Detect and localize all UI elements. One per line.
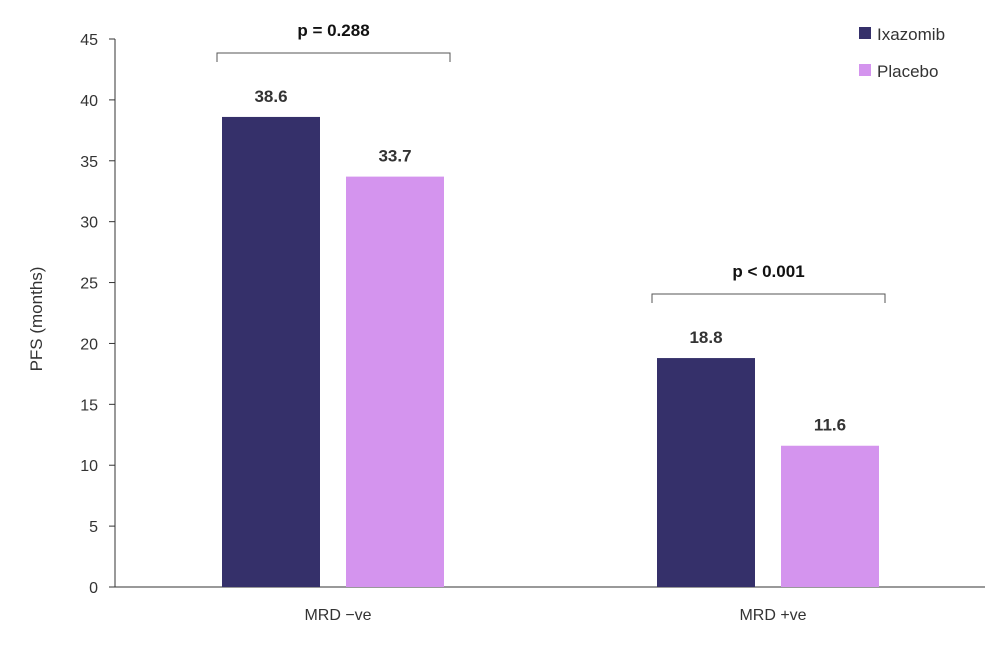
legend-swatch-placebo	[859, 64, 871, 76]
data-label: 33.7	[378, 147, 411, 166]
legend-label: Ixazomib	[877, 25, 945, 44]
legend-swatch-ixazomib	[859, 27, 871, 39]
p-value-bracket	[216, 52, 451, 62]
bars	[222, 116, 879, 587]
y-tick-label: 30	[80, 215, 98, 232]
data-labels: 38.6 18.8 33.7 11.6	[254, 87, 846, 435]
x-category-labels: MRD −ve MRD +ve	[304, 607, 806, 624]
bar-placebo-1	[346, 176, 444, 587]
data-label: 38.6	[254, 87, 287, 106]
x-category-label: MRD +ve	[739, 607, 806, 624]
y-ticks: 0 5 10 15 20 25 30 35 40 45	[80, 32, 115, 597]
p-value-label: p < 0.001	[732, 262, 804, 281]
y-tick-label: 20	[80, 336, 98, 353]
y-tick-label: 0	[89, 580, 98, 597]
y-tick-label: 45	[80, 32, 98, 49]
bar-placebo-2	[781, 445, 879, 587]
y-axis-title: PFS (months)	[27, 267, 46, 372]
y-tick-label: 10	[80, 458, 98, 475]
data-label: 18.8	[689, 328, 722, 347]
y-tick-label: 5	[89, 519, 98, 536]
y-tick-label: 40	[80, 93, 98, 110]
p-value-label: p = 0.288	[297, 21, 369, 40]
x-category-label: MRD −ve	[304, 607, 371, 624]
y-tick-label: 25	[80, 276, 98, 293]
legend-label: Placebo	[877, 62, 938, 81]
p-value-annotations: p = 0.288 p < 0.001	[216, 21, 886, 304]
y-tick-label: 35	[80, 154, 98, 171]
y-tick-label: 15	[80, 397, 98, 414]
data-label: 11.6	[814, 416, 846, 435]
bar-ixazomib-1	[222, 116, 320, 587]
bar-ixazomib-2	[657, 358, 755, 587]
p-value-bracket	[651, 293, 886, 304]
legend: Ixazomib Placebo	[859, 25, 945, 81]
